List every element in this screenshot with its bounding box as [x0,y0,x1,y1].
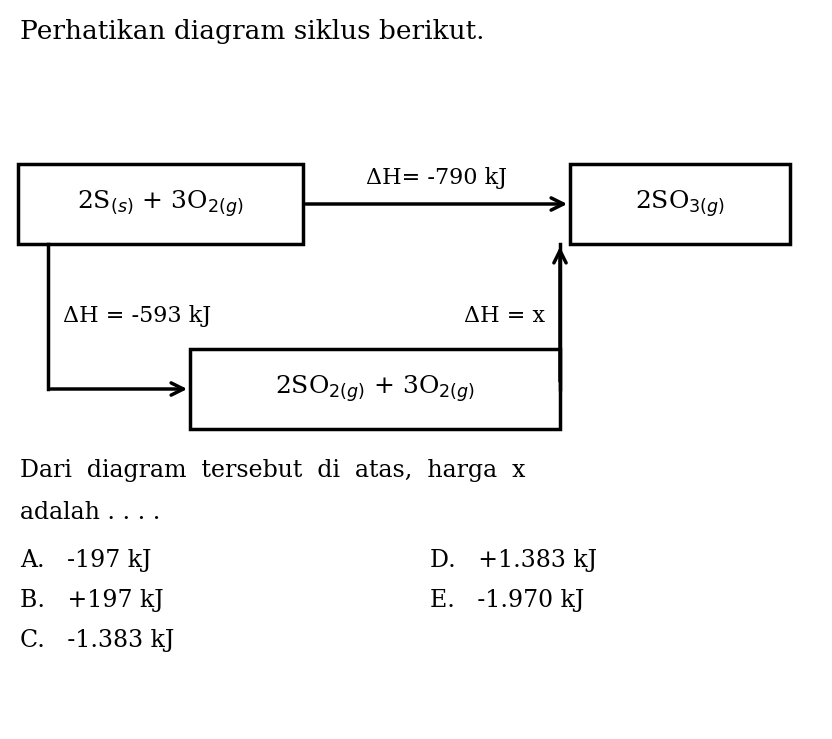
Text: ΔH = x: ΔH = x [464,305,545,327]
Text: Dari  diagram  tersebut  di  atas,  harga  x: Dari diagram tersebut di atas, harga x [20,459,525,482]
Text: D.   +1.383 kJ: D. +1.383 kJ [430,549,597,572]
Text: 2SO$_{2(g)}$ + 3O$_{2(g)}$: 2SO$_{2(g)}$ + 3O$_{2(g)}$ [275,374,475,404]
FancyBboxPatch shape [18,164,303,244]
FancyBboxPatch shape [190,349,560,429]
Text: A.   -197 kJ: A. -197 kJ [20,549,151,572]
Text: Perhatikan diagram siklus berikut.: Perhatikan diagram siklus berikut. [20,19,484,44]
Text: ΔH= -790 kJ: ΔH= -790 kJ [366,167,507,189]
Text: 2S$_{(s)}$ + 3O$_{2(g)}$: 2S$_{(s)}$ + 3O$_{2(g)}$ [77,188,244,219]
FancyBboxPatch shape [570,164,790,244]
Text: ΔH = -593 kJ: ΔH = -593 kJ [63,305,211,327]
Text: adalah . . . .: adalah . . . . [20,501,161,524]
Text: B.   +197 kJ: B. +197 kJ [20,589,164,612]
Text: 2SO$_{3(g)}$: 2SO$_{3(g)}$ [635,188,725,219]
Text: E.   -1.970 kJ: E. -1.970 kJ [430,589,584,612]
Text: C.   -1.383 kJ: C. -1.383 kJ [20,629,175,652]
